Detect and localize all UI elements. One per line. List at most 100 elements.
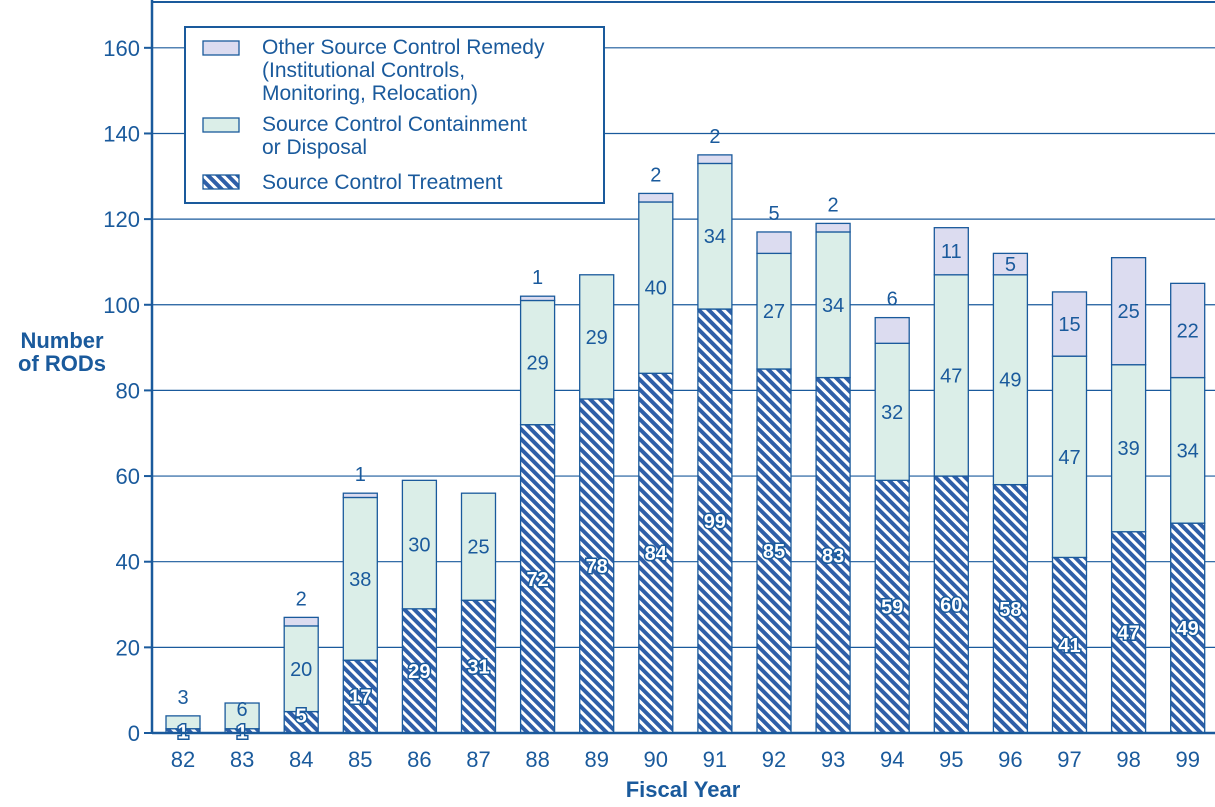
data-label-containment: 47: [1058, 447, 1080, 469]
data-label-containment: 32: [881, 402, 903, 424]
bar-treatment: [1051, 556, 1088, 734]
bar-containment: [224, 702, 260, 730]
data-label-treatment: 17: [349, 687, 371, 709]
data-label-treatment: 49: [1177, 618, 1199, 640]
data-label-containment: 29: [526, 353, 548, 375]
legend-box: [184, 26, 605, 204]
data-label-other: 6: [887, 289, 898, 311]
x-tick-label: 89: [584, 747, 608, 772]
bar-treatment: [815, 376, 851, 734]
bar-other: [697, 154, 733, 165]
data-label-other: 3: [177, 687, 188, 709]
data-label-treatment: 78: [586, 556, 608, 578]
bar-containment: [933, 274, 969, 477]
data-label-containment: 20: [290, 659, 312, 681]
data-label-containment: 40: [645, 278, 667, 300]
x-tick-label: 97: [1057, 747, 1081, 772]
data-label-other: 2: [828, 194, 839, 216]
legend-swatch: [202, 40, 240, 56]
data-label-containment: 29: [586, 327, 608, 349]
bar-other: [756, 231, 792, 255]
y-tick-label: 140: [103, 121, 140, 146]
data-label-treatment: 47: [1117, 622, 1139, 644]
bar-other: [815, 222, 851, 233]
bar-containment: [460, 492, 497, 601]
data-label-treatment: 29: [408, 661, 430, 683]
legend-label: Other Source Control Remedy: [262, 36, 545, 59]
x-tick-label: 94: [880, 747, 904, 772]
data-label-treatment: 59: [881, 597, 903, 619]
data-label-treatment: 31: [467, 657, 489, 679]
data-label-treatment: 60: [940, 595, 962, 617]
data-label-treatment: 99: [704, 511, 726, 533]
data-label-containment: 30: [408, 535, 430, 557]
data-label-other: 11: [941, 241, 962, 263]
data-label-containment: 27: [763, 301, 785, 323]
data-label-containment: 25: [467, 537, 489, 559]
legend-label: Monitoring, Relocation): [262, 82, 478, 105]
data-label-other: 5: [1005, 254, 1016, 276]
bar-other: [1051, 291, 1088, 357]
data-label-other: 15: [1058, 314, 1080, 336]
data-labels: 1316520217381293031257229178298440299342…: [176, 126, 1200, 745]
x-tick-label: 98: [1116, 747, 1140, 772]
bar-containment: [165, 715, 201, 730]
y-tick-label: 60: [116, 464, 140, 489]
data-label-other: 25: [1117, 301, 1139, 323]
data-label-other: 1: [355, 464, 366, 486]
data-label-treatment: 58: [999, 599, 1021, 621]
data-label-treatment: 72: [526, 569, 548, 591]
x-tick-label: 88: [525, 747, 549, 772]
bar-containment: [815, 231, 851, 379]
bar-treatment: [460, 599, 497, 734]
y-axis-title: Number: [20, 328, 104, 353]
data-label-other: 2: [650, 164, 661, 186]
bar-containment: [1051, 355, 1088, 559]
y-tick-label: 20: [116, 635, 140, 660]
bar-other: [638, 192, 674, 203]
x-tick-label: 87: [466, 747, 490, 772]
bars: [165, 154, 1206, 734]
y-tick-label: 160: [103, 36, 140, 61]
y-axis-title: of RODs: [18, 351, 106, 376]
bar-other: [342, 492, 378, 499]
x-tick-label: 86: [407, 747, 431, 772]
bar-containment: [283, 625, 319, 713]
data-label-containment: 39: [1117, 438, 1139, 460]
legend-label: Source Control Treatment: [262, 171, 503, 194]
data-label-containment: 34: [1177, 440, 1199, 462]
bar-other: [283, 616, 319, 627]
data-label-containment: 34: [704, 226, 726, 248]
data-label-other: 2: [709, 126, 720, 148]
x-tick-label: 91: [703, 747, 727, 772]
bar-treatment: [697, 308, 733, 734]
y-tick-label: 40: [116, 550, 140, 575]
bar-other: [992, 252, 1029, 276]
bar-containment: [401, 479, 438, 610]
data-label-containment: 47: [940, 365, 962, 387]
x-tick-label: 99: [1175, 747, 1199, 772]
x-tick-label: 93: [821, 747, 845, 772]
data-label-other: 2: [296, 588, 307, 610]
data-label-containment: 6: [237, 699, 248, 721]
data-label-containment: 49: [999, 370, 1021, 392]
data-label-containment: 34: [822, 295, 844, 317]
data-label-treatment: 84: [645, 543, 668, 565]
x-tick-label: 84: [289, 747, 313, 772]
x-tick-label: 96: [998, 747, 1022, 772]
legend-label: or Disposal: [262, 136, 367, 159]
data-label-other: 1: [532, 267, 543, 289]
x-tick-label: 82: [171, 747, 195, 772]
bar-treatment: [933, 475, 969, 734]
data-label-other: 5: [768, 203, 779, 225]
data-label-treatment: 85: [763, 541, 785, 563]
data-label-treatment: 5: [296, 706, 307, 728]
bar-containment: [697, 162, 733, 310]
bar-containment: [638, 201, 674, 374]
y-tick-label: 100: [103, 293, 140, 318]
bar-containment: [1170, 376, 1206, 524]
legend: Other Source Control Remedy(Institutiona…: [184, 26, 605, 204]
legend-label: Source Control Containment: [262, 113, 527, 136]
